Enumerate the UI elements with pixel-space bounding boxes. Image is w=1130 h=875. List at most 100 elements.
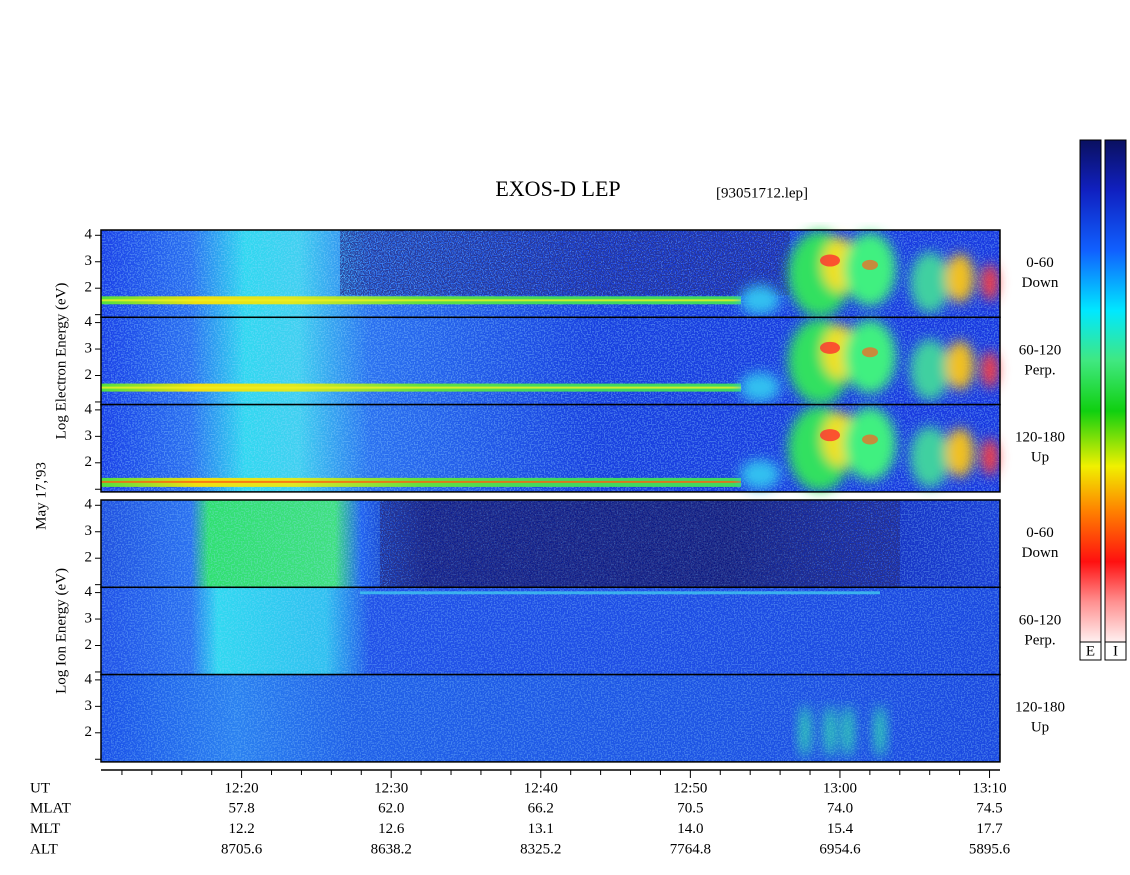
y-tick-label: 2 xyxy=(85,454,93,470)
panel-sublabel: Up xyxy=(1031,720,1049,736)
spectrogram-noise xyxy=(101,674,1000,762)
spectrogram-noise xyxy=(380,500,900,588)
panel-label: 120-180 xyxy=(1015,700,1065,716)
y-tick-label: 4 xyxy=(85,671,93,687)
chart-title: EXOS-D LEP xyxy=(495,176,620,201)
panel-sublabel: Perp. xyxy=(1024,362,1055,378)
ephemeris-value: 6954.6 xyxy=(819,841,861,857)
color-bar-label-box xyxy=(1104,641,1127,661)
ephemeris-name: MLAT xyxy=(30,800,71,816)
y-tick-label: 3 xyxy=(85,523,93,539)
panel-label: 60-120 xyxy=(1019,342,1062,358)
active-blob xyxy=(910,426,950,488)
active-core xyxy=(820,429,840,442)
ephemeris-value: 62.0 xyxy=(378,800,404,816)
x-axis-label: UT xyxy=(30,780,50,796)
ephemeris-value: 15.4 xyxy=(827,821,854,837)
ion-streak xyxy=(875,705,885,758)
ion-streak xyxy=(825,705,835,758)
y-tick-label: 2 xyxy=(85,637,93,653)
panel-label: 0-60 xyxy=(1026,255,1054,271)
x-tick-label: 12:30 xyxy=(374,780,408,796)
ion-line xyxy=(360,591,880,595)
y-tick-label: 4 xyxy=(85,314,93,330)
active-blob xyxy=(946,428,974,478)
active-blob xyxy=(740,459,780,490)
y-tick-label: 4 xyxy=(85,227,93,243)
active-core xyxy=(820,254,840,267)
y-tick-label: 4 xyxy=(85,401,93,417)
ephemeris-value: 74.5 xyxy=(976,800,1002,816)
y-tick-label: 3 xyxy=(85,428,93,444)
file-name: [93051712.lep] xyxy=(716,185,808,201)
ion-streak xyxy=(800,705,810,758)
ephemeris-value: 57.8 xyxy=(228,800,254,816)
active-blob xyxy=(910,339,950,401)
y-tick-label: 3 xyxy=(85,698,93,714)
y-axis-label: Log Ion Energy (eV) xyxy=(53,568,69,694)
active-blob xyxy=(982,264,998,301)
spectrogram-noise xyxy=(340,230,790,296)
ephemeris-value: 8325.2 xyxy=(520,841,561,857)
x-tick-label: 13:10 xyxy=(972,780,1006,796)
active-core xyxy=(820,341,840,354)
active-blob xyxy=(946,253,974,303)
ephemeris-value: 74.0 xyxy=(827,800,853,816)
panel-frame xyxy=(100,673,1001,763)
active-core xyxy=(862,259,878,270)
panel-sublabel: Perp. xyxy=(1024,632,1055,648)
spectrogram-noise xyxy=(101,587,1000,675)
panel-frame xyxy=(100,403,1001,493)
ephemeris-value: 8638.2 xyxy=(371,841,412,857)
ephemeris-value: 14.0 xyxy=(677,821,703,837)
energy-band-core xyxy=(101,299,741,302)
ephemeris-value: 12.2 xyxy=(228,821,254,837)
active-blob xyxy=(740,285,780,315)
ephemeris-value: 66.2 xyxy=(528,800,554,816)
active-core xyxy=(862,347,878,358)
panel-sublabel: Down xyxy=(1022,275,1059,291)
x-tick-label: 12:20 xyxy=(225,780,259,796)
active-region xyxy=(740,318,998,404)
ephemeris-value: 8705.6 xyxy=(221,841,263,857)
color-bar xyxy=(1104,139,1127,643)
panel-label: 120-180 xyxy=(1015,430,1065,446)
active-blob xyxy=(982,351,998,389)
y-tick-label: 4 xyxy=(85,584,93,600)
x-tick-label: 12:40 xyxy=(524,780,558,796)
y-tick-label: 2 xyxy=(85,367,93,383)
panel-sublabel: Down xyxy=(1022,545,1059,561)
color-bar-label-box xyxy=(1079,641,1102,661)
ephemeris-value: 13.1 xyxy=(528,821,554,837)
y-tick-label: 4 xyxy=(85,497,93,513)
active-blob xyxy=(946,340,974,390)
y-axis-label: Log Electron Energy (eV) xyxy=(53,283,69,440)
ephemeris-name: ALT xyxy=(30,841,58,857)
ephemeris-value: 5895.6 xyxy=(969,841,1011,857)
ion-streak xyxy=(843,705,853,758)
ephemeris-value: 17.7 xyxy=(976,821,1003,837)
y-tick-label: 2 xyxy=(85,550,93,566)
x-tick-label: 12:50 xyxy=(673,780,707,796)
active-core xyxy=(862,434,878,445)
active-blob xyxy=(740,372,780,402)
color-bar-label: I xyxy=(1113,643,1118,659)
date-label: May 17,'93 xyxy=(33,462,49,530)
ephemeris-value: 7764.8 xyxy=(670,841,711,857)
color-bar-label: E xyxy=(1086,643,1095,659)
y-tick-label: 2 xyxy=(85,280,93,296)
y-tick-label: 3 xyxy=(85,253,93,269)
color-bar xyxy=(1079,139,1102,643)
ephemeris-value: 12.6 xyxy=(378,821,405,837)
y-tick-label: 2 xyxy=(85,724,93,740)
x-tick-label: 13:00 xyxy=(823,780,857,796)
energy-band-core xyxy=(101,386,741,389)
panel-label: 60-120 xyxy=(1019,612,1062,628)
panel-label: 0-60 xyxy=(1026,525,1054,541)
active-blob xyxy=(910,251,950,313)
y-tick-label: 3 xyxy=(85,610,93,626)
energy-band-core xyxy=(101,480,741,483)
panel-sublabel: Up xyxy=(1031,450,1049,466)
y-tick-label: 3 xyxy=(85,340,93,356)
